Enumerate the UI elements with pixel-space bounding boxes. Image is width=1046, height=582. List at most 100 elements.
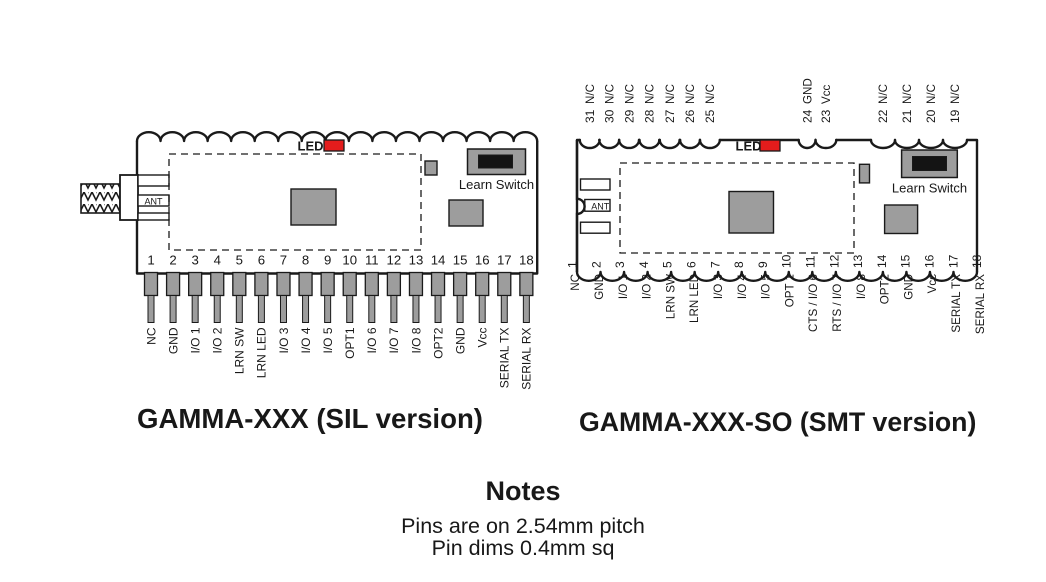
svg-text:29: 29 <box>622 109 636 123</box>
svg-text:I/O 5: I/O 5 <box>321 327 335 353</box>
svg-text:I/O 8: I/O 8 <box>409 327 423 353</box>
svg-text:I/O 3: I/O 3 <box>277 327 291 353</box>
svg-text:LRN LED: LRN LED <box>255 327 269 378</box>
svg-text:SERIAL RX: SERIAL RX <box>520 328 534 390</box>
svg-text:6: 6 <box>258 253 265 268</box>
svg-text:Vcc: Vcc <box>476 328 490 348</box>
svg-text:13: 13 <box>409 253 424 268</box>
svg-text:I/O 3: I/O 3 <box>712 274 725 299</box>
svg-text:Vcc: Vcc <box>926 274 939 294</box>
svg-text:NC: NC <box>569 274 582 291</box>
svg-text:15: 15 <box>453 253 468 268</box>
svg-text:7: 7 <box>708 261 722 268</box>
svg-text:2: 2 <box>169 253 176 268</box>
svg-text:12: 12 <box>827 254 841 268</box>
svg-text:OPT 1: OPT 1 <box>783 274 796 307</box>
svg-text:LED: LED <box>298 139 324 154</box>
svg-text:N/C: N/C <box>664 84 677 104</box>
svg-text:2: 2 <box>589 261 603 268</box>
svg-text:14: 14 <box>875 254 889 268</box>
svg-text:10: 10 <box>780 254 794 268</box>
svg-text:27: 27 <box>663 109 677 123</box>
svg-text:11: 11 <box>804 255 818 268</box>
svg-text:5: 5 <box>236 253 243 268</box>
svg-text:RTS / I/O 7: RTS / I/O 7 <box>831 274 844 332</box>
svg-text:OPT1: OPT1 <box>343 327 357 359</box>
svg-text:N/C: N/C <box>877 84 890 104</box>
svg-text:Notes: Notes <box>485 476 560 506</box>
svg-text:I/O 2: I/O 2 <box>211 327 225 353</box>
svg-text:3: 3 <box>613 261 627 268</box>
svg-text:OPT2: OPT2 <box>879 274 892 304</box>
svg-text:9: 9 <box>324 253 331 268</box>
svg-text:28: 28 <box>643 109 657 123</box>
svg-text:11: 11 <box>365 253 379 268</box>
svg-text:Learn Switch: Learn Switch <box>459 177 534 192</box>
svg-text:26: 26 <box>683 109 697 123</box>
svg-text:25: 25 <box>703 109 717 123</box>
svg-text:16: 16 <box>923 254 937 268</box>
svg-text:5: 5 <box>661 261 675 268</box>
svg-text:I/O 1: I/O 1 <box>617 274 630 299</box>
svg-text:20: 20 <box>924 109 938 123</box>
svg-text:Vcc: Vcc <box>820 84 833 104</box>
svg-text:GND: GND <box>453 327 467 354</box>
svg-text:8: 8 <box>732 261 746 268</box>
svg-text:NC: NC <box>144 327 158 345</box>
svg-text:8: 8 <box>302 253 309 268</box>
svg-text:N/C: N/C <box>925 84 938 104</box>
svg-text:I/O 6: I/O 6 <box>365 327 379 353</box>
svg-text:I/O 7: I/O 7 <box>387 327 401 353</box>
svg-text:9: 9 <box>756 261 770 268</box>
svg-text:GND: GND <box>801 78 814 104</box>
svg-text:17: 17 <box>946 254 960 268</box>
svg-text:22: 22 <box>876 109 890 123</box>
svg-text:ANT: ANT <box>145 196 164 206</box>
svg-text:12: 12 <box>387 253 402 268</box>
svg-text:N/C: N/C <box>704 84 717 104</box>
svg-text:I/O 2: I/O 2 <box>641 274 654 299</box>
svg-text:N/C: N/C <box>623 84 636 104</box>
svg-text:LRN SW: LRN SW <box>664 274 677 319</box>
svg-text:I/O 5: I/O 5 <box>760 274 773 299</box>
svg-text:19: 19 <box>948 109 962 123</box>
svg-text:13: 13 <box>851 254 865 268</box>
svg-text:7: 7 <box>280 253 287 268</box>
svg-text:N/C: N/C <box>644 84 657 104</box>
svg-text:3: 3 <box>191 253 198 268</box>
svg-text:18: 18 <box>519 253 534 268</box>
svg-text:4: 4 <box>214 253 221 268</box>
svg-text:CTS / I/O 6: CTS / I/O 6 <box>807 274 820 332</box>
svg-text:LRN LED: LRN LED <box>688 274 701 323</box>
svg-text:GAMMA-XXX (SIL version): GAMMA-XXX (SIL version) <box>137 403 483 434</box>
svg-text:N/C: N/C <box>584 84 597 104</box>
svg-text:N/C: N/C <box>901 84 914 104</box>
svg-text:18: 18 <box>970 254 984 268</box>
svg-text:31: 31 <box>583 109 597 123</box>
svg-text:21: 21 <box>900 109 914 123</box>
svg-text:GND: GND <box>593 274 606 300</box>
svg-text:30: 30 <box>602 109 616 123</box>
svg-text:LRN SW: LRN SW <box>233 327 247 374</box>
svg-text:I/O 1: I/O 1 <box>188 327 202 353</box>
svg-text:16: 16 <box>475 253 490 268</box>
svg-text:GND: GND <box>902 274 915 300</box>
svg-text:6: 6 <box>685 261 699 268</box>
svg-text:14: 14 <box>431 253 446 268</box>
svg-text:23: 23 <box>819 109 833 123</box>
svg-text:N/C: N/C <box>684 84 697 104</box>
svg-text:10: 10 <box>342 253 357 268</box>
svg-text:1: 1 <box>147 253 154 268</box>
svg-text:Pins are on 2.54mm pitch: Pins are on 2.54mm pitch <box>401 514 645 538</box>
svg-text:LED: LED <box>736 139 762 154</box>
svg-text:SERIAL TX: SERIAL TX <box>498 327 512 388</box>
svg-text:SERIAL RX: SERIAL RX <box>974 274 987 334</box>
svg-text:N/C: N/C <box>603 84 616 104</box>
svg-text:Learn Switch: Learn Switch <box>892 181 967 196</box>
svg-text:ANT: ANT <box>591 202 610 212</box>
svg-text:24: 24 <box>800 109 814 123</box>
svg-text:GAMMA-XXX-SO (SMT version): GAMMA-XXX-SO (SMT version) <box>579 407 976 437</box>
svg-text:Pin dims 0.4mm sq: Pin dims 0.4mm sq <box>432 536 615 560</box>
svg-text:I/O 8: I/O 8 <box>855 274 868 299</box>
svg-text:I/O 4: I/O 4 <box>299 327 313 353</box>
